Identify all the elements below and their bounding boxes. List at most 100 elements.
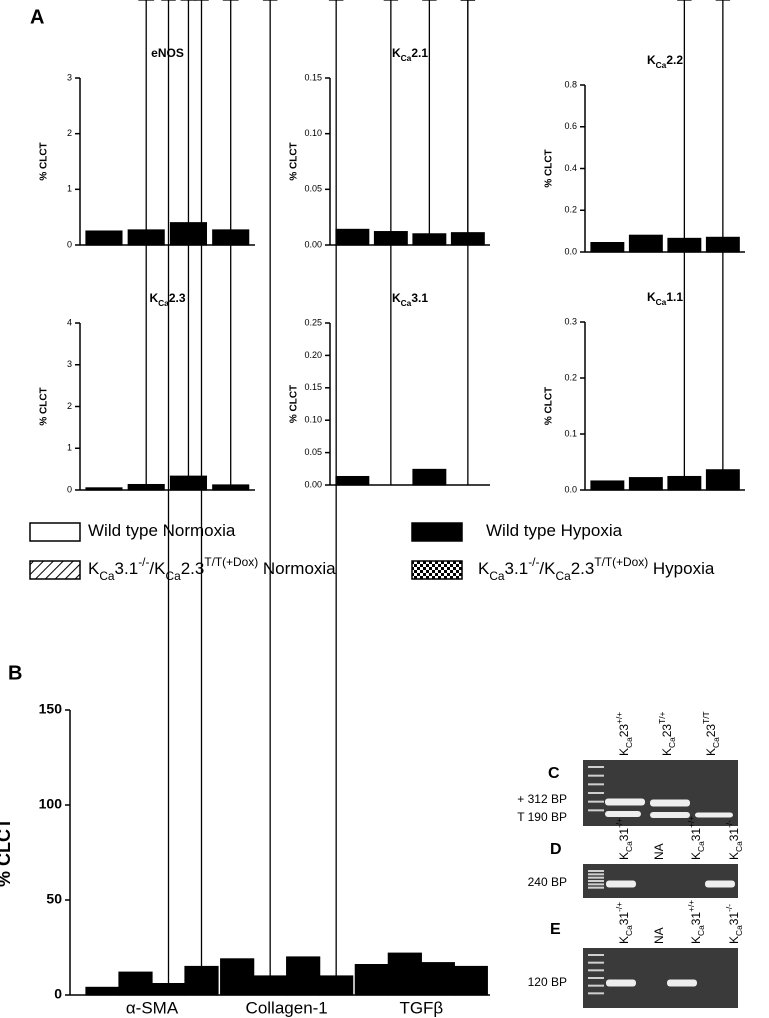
text-part: Ca — [696, 925, 706, 936]
text-part: Ca — [555, 569, 571, 583]
text-part: /K — [539, 559, 556, 578]
y-tick-label: 0.25 — [304, 317, 322, 327]
y-tick-label: 0.8 — [564, 79, 577, 89]
y-tick-label: 0.0 — [564, 484, 577, 494]
bar — [85, 986, 120, 996]
text-part: K — [617, 852, 631, 860]
bar — [628, 477, 663, 491]
text-part: K — [392, 46, 401, 60]
text-part: -/- — [724, 904, 734, 912]
gel-band — [605, 811, 641, 817]
lane-label: KCa23+/+ — [614, 712, 634, 756]
text-part: 1.1 — [666, 290, 683, 304]
band-label: + 312 BP — [517, 792, 567, 806]
text-part: K — [727, 936, 741, 944]
text-part: 23 — [660, 724, 674, 738]
bar — [127, 483, 165, 491]
text-part: K — [149, 291, 158, 305]
text-part: 31 — [727, 828, 741, 842]
panel-label: E — [550, 921, 561, 938]
bar — [220, 958, 255, 996]
text-part: T/T — [701, 711, 711, 724]
text-part: K — [660, 748, 674, 756]
text-part: +/+ — [614, 712, 624, 724]
y-tick-label: 0.3 — [564, 316, 577, 326]
bar — [335, 475, 370, 486]
ladder-band — [588, 792, 604, 794]
bar — [253, 975, 288, 996]
gel-band — [650, 812, 690, 818]
y-tick-label: 0.20 — [304, 350, 322, 360]
lane-label: KCa31-/- — [724, 904, 744, 944]
text-part: Ca — [401, 53, 412, 63]
text-part: K — [689, 936, 703, 944]
text-part: K — [704, 748, 718, 756]
y-tick-label: 0.10 — [304, 415, 322, 425]
y-tick-label: 1 — [67, 443, 72, 453]
text-part: Ca — [667, 737, 677, 748]
y-tick-label: 0.15 — [304, 382, 322, 392]
y-tick-label: 0.6 — [564, 121, 577, 131]
y-tick-label: 150 — [39, 701, 63, 717]
text-part: T/T(+Dox) — [204, 555, 258, 569]
text-part: K — [727, 852, 741, 860]
text-part: -/+ — [614, 818, 624, 828]
text-part: 31 — [689, 828, 703, 842]
bar — [354, 963, 389, 996]
lane-label: KCa31-/+ — [614, 902, 634, 944]
text-part: 2.3 — [169, 291, 186, 305]
gel-band — [667, 979, 697, 987]
text-part: 2.3 — [181, 559, 205, 578]
text-part: Ca — [489, 569, 505, 583]
bar — [387, 952, 422, 996]
bar — [85, 487, 123, 491]
bar — [212, 484, 250, 491]
y-axis-label: % CLCT — [39, 387, 50, 425]
ladder-band — [588, 783, 604, 786]
legend-swatch — [411, 522, 463, 542]
y-tick-label: 0 — [67, 484, 72, 494]
lane-label: KCa23T/T — [701, 711, 721, 756]
text-part: Ca — [158, 298, 169, 308]
panel-label: B — [8, 662, 22, 684]
y-axis-label: % CLCT — [544, 387, 555, 425]
lane-label: KCa31+/+ — [686, 900, 706, 944]
text-part: Wild type Hypoxia — [486, 521, 623, 540]
gel-band — [705, 880, 735, 888]
y-tick-label: 0.1 — [564, 428, 577, 438]
y-tick-label: 0.15 — [304, 72, 322, 82]
ladder-band — [588, 954, 604, 956]
chart-title: KCa1.1 — [647, 290, 683, 307]
ladder-band — [588, 809, 604, 812]
y-tick-label: 0.0 — [564, 246, 577, 256]
y-tick-label: 0.10 — [304, 128, 322, 138]
panel-label: A — [30, 6, 44, 28]
text-part: 3.1 — [411, 291, 428, 305]
bar — [151, 982, 186, 996]
text-part: K — [617, 936, 631, 944]
text-part: 2.1 — [411, 46, 428, 60]
chart-title: KCa2.1 — [392, 46, 428, 63]
chart-title: KCa2.2 — [647, 53, 683, 70]
y-tick-label: 0.2 — [564, 205, 577, 215]
ladder-band — [588, 961, 604, 964]
text-part: Ca — [696, 841, 706, 852]
ladder-band — [588, 992, 604, 995]
bar — [453, 965, 488, 996]
ladder-band — [588, 969, 604, 972]
bar — [590, 242, 625, 253]
y-axis-label: % CLCT — [289, 142, 300, 180]
bar — [169, 475, 208, 491]
text-part: -/- — [724, 820, 734, 828]
text-part: Ca — [401, 298, 412, 308]
legend-label: KCa3.1-/-/KCa2.3T/T(+Dox) Hypoxia — [478, 555, 715, 583]
text-part: 23 — [617, 724, 631, 738]
band-label: 120 BP — [528, 975, 567, 989]
ladder-band — [588, 883, 604, 886]
y-tick-label: 0 — [54, 986, 62, 1002]
ladder-band — [588, 766, 604, 768]
panel-label: D — [550, 841, 562, 858]
text-part: Ca — [624, 925, 634, 936]
text-part: Ca — [165, 569, 181, 583]
y-tick-label: 2 — [67, 401, 72, 411]
